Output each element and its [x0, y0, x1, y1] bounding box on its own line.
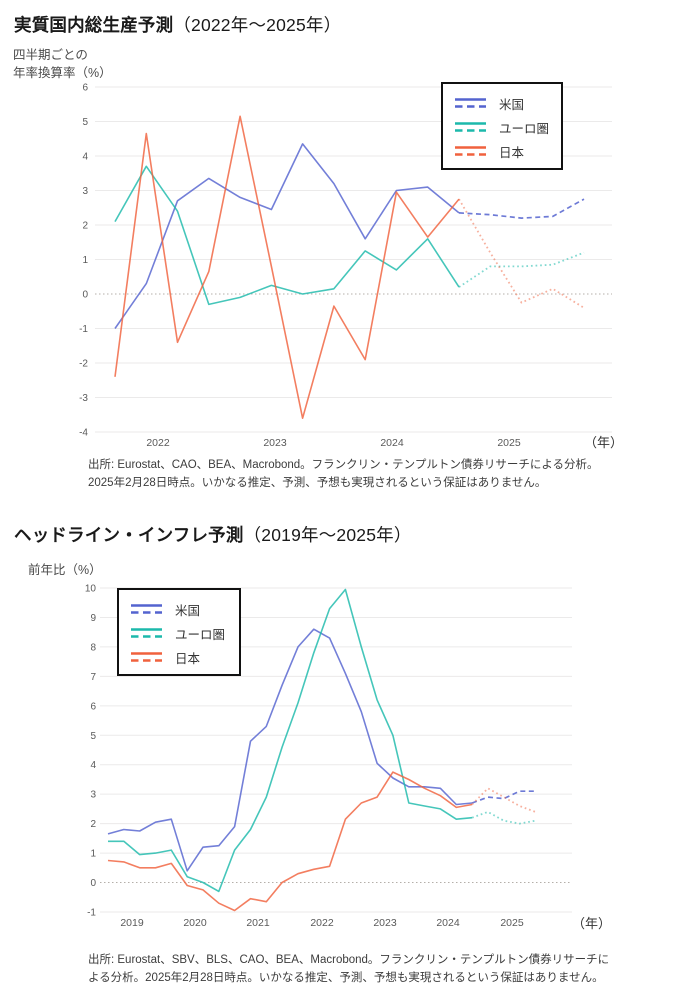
x-tick-label: 2024: [380, 437, 404, 449]
inflation-title-range: （2019年～2025年）: [243, 525, 412, 545]
x-tick-label: 2022: [146, 437, 170, 449]
inflation-y-axis-caption-line1: 前年比（%）: [28, 563, 102, 577]
japan-forecast-line: [471, 787, 536, 813]
inflation-chart-legend: 米国 ユーロ圏 日本: [117, 588, 241, 676]
euro-actual-line: [114, 165, 460, 306]
x-tick-label: 2025: [497, 437, 521, 449]
legend-item-japan: 日本: [131, 647, 227, 667]
euro-forecast-line: [458, 251, 585, 288]
gdp-y-axis-caption: 四半期ごとの 年率換算率（%）: [13, 46, 112, 82]
y-tick-label: 9: [90, 613, 96, 624]
y-tick-label: 3: [82, 186, 88, 197]
x-axis-unit-label: （年）: [584, 435, 623, 450]
y-tick-label: 1: [82, 255, 88, 266]
gdp-y-axis-caption-line1: 四半期ごとの: [13, 48, 88, 62]
x-tick-label: 2023: [263, 437, 287, 449]
legend-label-euro: ユーロ圏: [499, 121, 550, 136]
y-tick-label: 5: [90, 731, 96, 742]
japan-line-swatch-icon: [455, 145, 486, 156]
gdp-title-range: （2022年～2025年）: [173, 15, 342, 35]
legend-item-euro: ユーロ圏: [455, 117, 549, 137]
y-tick-label: 4: [82, 152, 88, 163]
inflation-chart-source: 出所: Eurostat、SBV、BLS、CAO、BEA、Macrobond。フ…: [88, 952, 688, 988]
euro-forecast-line: [471, 811, 536, 825]
y-tick-label: 2: [90, 819, 96, 830]
legend-label-us: 米国: [175, 603, 201, 618]
x-tick-label: 2025: [500, 917, 524, 929]
y-tick-label: -2: [79, 359, 88, 370]
inflation-chart-title: ヘッドライン・インフレ予測（2019年～2025年）: [14, 522, 412, 547]
euro-actual-line: [108, 588, 473, 893]
japan-actual-line: [107, 771, 473, 912]
y-tick-label: 3: [90, 790, 96, 801]
legend-label-japan: 日本: [499, 145, 525, 160]
legend-label-japan: 日本: [175, 651, 201, 666]
y-tick-label: 5: [82, 117, 88, 128]
gdp-chart-source: 出所: Eurostat、CAO、BEA、Macrobond。フランクリン・テン…: [88, 457, 688, 493]
y-tick-label: -1: [79, 324, 88, 335]
y-tick-label: -1: [87, 908, 96, 919]
x-tick-label: 2019: [120, 917, 144, 929]
us-line-swatch-icon: [455, 97, 486, 108]
inflation-source-line1: 出所: Eurostat、SBV、BLS、CAO、BEA、Macrobond。フ…: [88, 954, 610, 966]
y-tick-label: 6: [90, 701, 96, 712]
gdp-chart-plot: 6 5 4 3 2 1 0 -1 -2 -3 -4 2022 2023 2024 2025 （年）: [79, 83, 623, 451]
legend-item-us: 米国: [131, 599, 227, 619]
inflation-y-axis-caption: 前年比（%）: [28, 561, 102, 579]
legend-item-us: 米国: [455, 93, 549, 113]
y-tick-label: 0: [82, 290, 88, 301]
y-tick-label: 10: [85, 584, 97, 595]
gdp-title-text: 実質国内総生産予測: [14, 15, 174, 35]
y-tick-label: -4: [79, 428, 88, 439]
legend-item-euro: ユーロ圏: [131, 623, 227, 643]
y-tick-label: 0: [90, 878, 96, 889]
japan-line-swatch-icon: [131, 651, 162, 662]
us-line-swatch-icon: [131, 603, 162, 614]
y-tick-label: 8: [90, 642, 96, 653]
legend-label-euro: ユーロ圏: [175, 627, 226, 642]
us-actual-line: [114, 143, 460, 329]
gdp-source-line2: 2025年2月28日時点。いかなる推定、予測、予想も実現されるという保証はありま…: [88, 476, 547, 489]
japan-forecast-line: [458, 198, 585, 309]
japan-actual-line: [114, 115, 460, 420]
x-tick-label: 2020: [183, 917, 207, 929]
y-tick-label: 1: [90, 849, 96, 860]
y-tick-label: 7: [90, 672, 96, 683]
y-tick-label: -3: [79, 393, 88, 404]
x-axis-unit-label: （年）: [572, 916, 611, 931]
x-tick-label: 2021: [246, 917, 270, 929]
gdp-chart-title: 実質国内総生産予測（2022年～2025年）: [14, 12, 341, 37]
x-tick-label: 2022: [310, 917, 334, 929]
euro-line-swatch-icon: [131, 627, 162, 638]
legend-label-us: 米国: [499, 97, 525, 112]
us-forecast-line: [471, 790, 536, 804]
x-tick-label: 2023: [373, 917, 397, 929]
gdp-y-axis-caption-line2: 年率換算率（%）: [13, 66, 112, 81]
inflation-title-text: ヘッドライン・インフレ予測: [14, 525, 244, 545]
inflation-source-line2: よる分析。2025年2月28日時点。いかなる推定、予測、予想も実現されるという保…: [88, 971, 604, 984]
legend-item-japan: 日本: [455, 141, 549, 161]
us-actual-line: [107, 628, 473, 872]
gdp-source-line1: 出所: Eurostat、CAO、BEA、Macrobond。フランクリン・テン…: [88, 459, 599, 471]
y-tick-label: 6: [82, 83, 88, 94]
us-forecast-line: [458, 198, 585, 219]
x-tick-label: 2024: [436, 917, 460, 929]
euro-line-swatch-icon: [455, 121, 486, 132]
y-tick-label: 4: [90, 760, 96, 771]
y-tick-label: 2: [82, 221, 88, 232]
gdp-chart-legend: 米国 ユーロ圏 日本: [441, 82, 563, 170]
